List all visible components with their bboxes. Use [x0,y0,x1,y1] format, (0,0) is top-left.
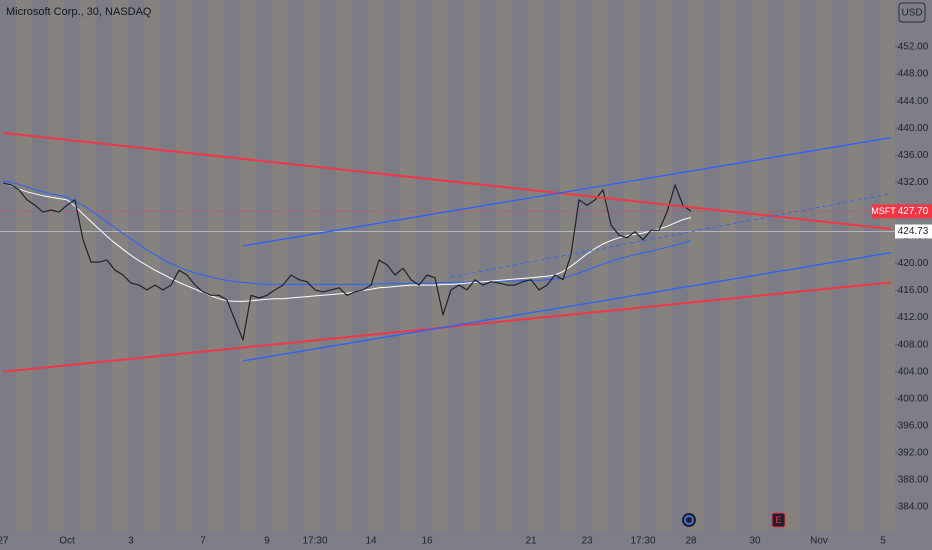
x-tick-label: 23 [581,536,593,547]
symbol-box [872,204,895,219]
x-tick-label: 9 [264,536,270,547]
y-tick-label: 404.00 [898,366,929,377]
symbol-label: MSFT [871,206,896,216]
x-tick-label: 16 [421,536,433,547]
y-tick-label: 448.00 [898,69,929,80]
y-tick-label: 420.00 [898,258,929,269]
y-tick-label: 436.00 [898,150,929,161]
x-tick-label: 17:30 [630,536,655,547]
earnings-label[interactable]: E [775,515,781,525]
y-tick-label: 416.00 [898,285,929,296]
y-tick-label: 408.00 [898,339,929,350]
y-tick-label: 400.00 [898,393,929,404]
x-tick-label: 17:30 [302,536,327,547]
last-price-label: 427.70 [898,206,929,217]
dividend-icon[interactable] [682,513,696,527]
y-tick-label: 392.00 [898,448,929,459]
earnings-icon[interactable] [771,512,786,528]
y-tick-label: 444.00 [898,96,929,107]
dividend-icon-ring [684,515,694,525]
x-tick-label: 7 [200,536,206,547]
plot-area [0,131,895,373]
x-tick-label: Oct [59,536,75,547]
x-tick-label: 30 [749,536,761,547]
price-axis-panel [895,0,932,550]
y-tick-label: 440.00 [898,123,929,134]
event-icons: E [682,512,786,528]
trend-line [242,252,892,362]
trend-line [450,193,892,278]
price-line-box [895,224,932,239]
y-tick-label: 396.00 [898,420,929,431]
currency-button[interactable] [898,2,926,23]
y-tick-label: 412.00 [898,312,929,323]
y-tick-label: 432.00 [898,177,929,188]
series-line [2,182,692,341]
y-tick-label: 452.00 [898,42,929,53]
x-tick-label: Nov [810,536,828,547]
y-tick-label: 384.00 [898,502,929,513]
x-tick-label: 3 [128,536,134,547]
x-tick-label: 14 [365,536,377,547]
series-line [2,182,692,302]
trend-line [2,131,892,230]
y-tick-label: 388.00 [898,475,929,486]
series-line [2,180,692,285]
x-tick-label: 28 [685,536,697,547]
last-price-box [895,204,932,219]
trend-line [242,137,892,247]
time-axis-panel [0,530,932,550]
x-tick-label: 21 [525,536,537,547]
x-tick-label: 5 [880,536,886,547]
currency-label[interactable]: USD [901,8,922,19]
x-tick-label: 27 [0,536,9,547]
chart-title: Microsoft Corp., 30, NASDAQ [6,6,152,18]
price-line-label: 424.73 [898,226,929,237]
